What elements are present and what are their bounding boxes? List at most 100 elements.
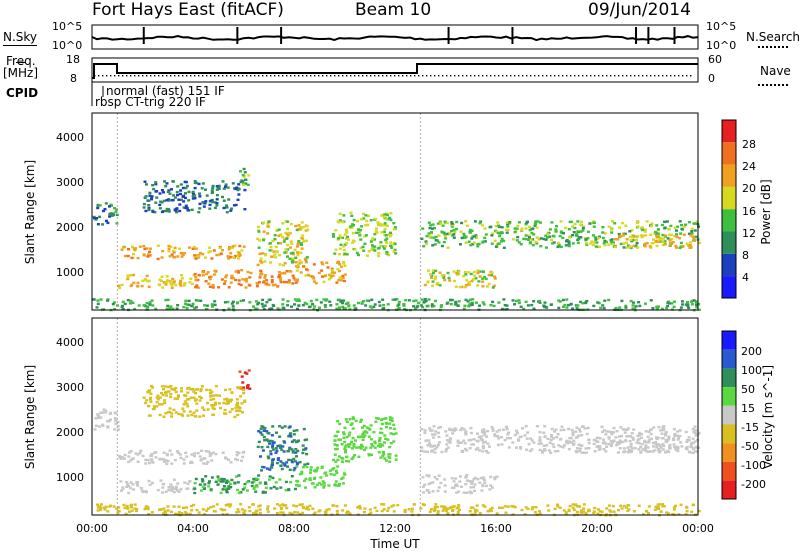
- nave-dot: [338, 75, 340, 77]
- range-gate-cell: [286, 248, 290, 251]
- range-gate-cell: [336, 458, 340, 462]
- range-gate-cell: [450, 477, 454, 480]
- range-gate-cell: [687, 436, 691, 439]
- nave-dot: [638, 75, 640, 77]
- range-gate-cell: [278, 444, 282, 448]
- range-gate-cell: [584, 238, 588, 241]
- range-gate-cell: [123, 254, 127, 258]
- range-gate-cell: [621, 440, 625, 444]
- range-gate-cell: [443, 278, 447, 282]
- range-gate-cell: [270, 255, 274, 258]
- range-gate-cell: [144, 462, 148, 465]
- nave-dot: [306, 75, 308, 77]
- range-gate-cell: [438, 271, 442, 274]
- nave-dot: [218, 75, 220, 77]
- range-gate-cell: [325, 508, 329, 512]
- velocity-colorbar-segment: [722, 349, 736, 369]
- range-gate-cell: [383, 227, 387, 231]
- range-gate-cell: [587, 441, 591, 445]
- range-gate-cell: [554, 230, 558, 233]
- range-gate-cell: [180, 390, 184, 393]
- range-gate-cell: [180, 198, 183, 201]
- range-gate-cell: [657, 425, 661, 429]
- range-gate-cell: [291, 274, 295, 277]
- range-gate-cell: [643, 302, 647, 305]
- nave-dot: [290, 75, 292, 77]
- range-gate-cell: [157, 283, 161, 287]
- range-gate-cell: [224, 388, 227, 392]
- range-gate-cell: [227, 487, 231, 490]
- range-gate-cell: [488, 508, 492, 511]
- range-gate-cell: [129, 274, 132, 277]
- range-gate-cell: [222, 206, 226, 210]
- range-gate-cell: [236, 401, 239, 405]
- range-gate-cell: [190, 509, 194, 512]
- range-gate-cell: [373, 245, 377, 248]
- range-gate-cell: [175, 450, 179, 453]
- nave-dot: [98, 75, 100, 77]
- range-gate-cell: [493, 433, 497, 436]
- range-gate-cell: [296, 253, 300, 257]
- range-gate-cell: [687, 244, 691, 247]
- range-gate-cell: [660, 223, 664, 227]
- range-gate-cell: [493, 275, 497, 278]
- range-gate-cell: [284, 248, 288, 251]
- range-gate-cell: [237, 474, 241, 477]
- range-gate-cell: [290, 448, 294, 451]
- range-gate-cell: [456, 510, 460, 514]
- range-gate-cell: [175, 307, 179, 310]
- range-gate-cell: [260, 302, 264, 306]
- range-gate-cell: [269, 261, 273, 264]
- range-gate-cell: [382, 307, 386, 310]
- range-gate-cell: [295, 429, 299, 432]
- range-gate-cell: [502, 239, 506, 243]
- range-gate-cell: [644, 444, 648, 447]
- range-gate-cell: [460, 285, 464, 289]
- range-gate-cell: [629, 246, 633, 250]
- range-gate-cell: [538, 512, 542, 515]
- range-gate-cell: [119, 480, 123, 483]
- range-gate-cell: [201, 270, 205, 274]
- range-gate-cell: [577, 428, 581, 431]
- range-gate-cell: [448, 506, 452, 510]
- range-gate-cell: [192, 390, 196, 393]
- range-gate-cell: [166, 385, 170, 389]
- range-gate-cell: [270, 307, 274, 310]
- range-gate-cell: [596, 301, 600, 304]
- range-gate-cell: [337, 278, 341, 282]
- range-gate-cell: [163, 385, 167, 388]
- range-gate-cell: [210, 303, 214, 306]
- range-gate-cell: [170, 453, 174, 456]
- range-gate-cell: [304, 486, 307, 489]
- range-gate-cell: [165, 207, 169, 211]
- range-gate-cell: [162, 451, 166, 454]
- range-gate-cell: [219, 491, 223, 495]
- range-gate-cell: [227, 307, 231, 310]
- range-gate-cell: [373, 441, 377, 445]
- range-gate-cell: [420, 428, 424, 431]
- range-gate-cell: [658, 238, 662, 241]
- range-gate-cell: [168, 255, 172, 258]
- range-gate-cell: [423, 429, 427, 432]
- range-gate-cell: [211, 191, 214, 194]
- range-gate-cell: [357, 228, 361, 231]
- range-gate-cell: [204, 188, 207, 191]
- range-gate-cell: [229, 252, 233, 255]
- range-gate-cell: [220, 477, 224, 481]
- range-gate-cell: [205, 462, 209, 465]
- range-gate-cell: [559, 245, 563, 249]
- range-gate-cell: [345, 420, 349, 424]
- range-gate-cell: [428, 427, 432, 430]
- range-gate-cell: [304, 447, 308, 450]
- range-gate-cell: [163, 401, 167, 405]
- range-gate-cell: [615, 444, 619, 447]
- range-gate-cell: [497, 224, 501, 227]
- range-gate-cell: [348, 308, 352, 311]
- range-gate-cell: [142, 254, 146, 257]
- range-gate-cell: [329, 473, 333, 476]
- range-gate-cell: [278, 435, 282, 438]
- range-gate-cell: [680, 445, 684, 448]
- range-gate-cell: [383, 222, 387, 225]
- range-gate-cell: [551, 443, 555, 446]
- range-gate-cell: [198, 207, 202, 210]
